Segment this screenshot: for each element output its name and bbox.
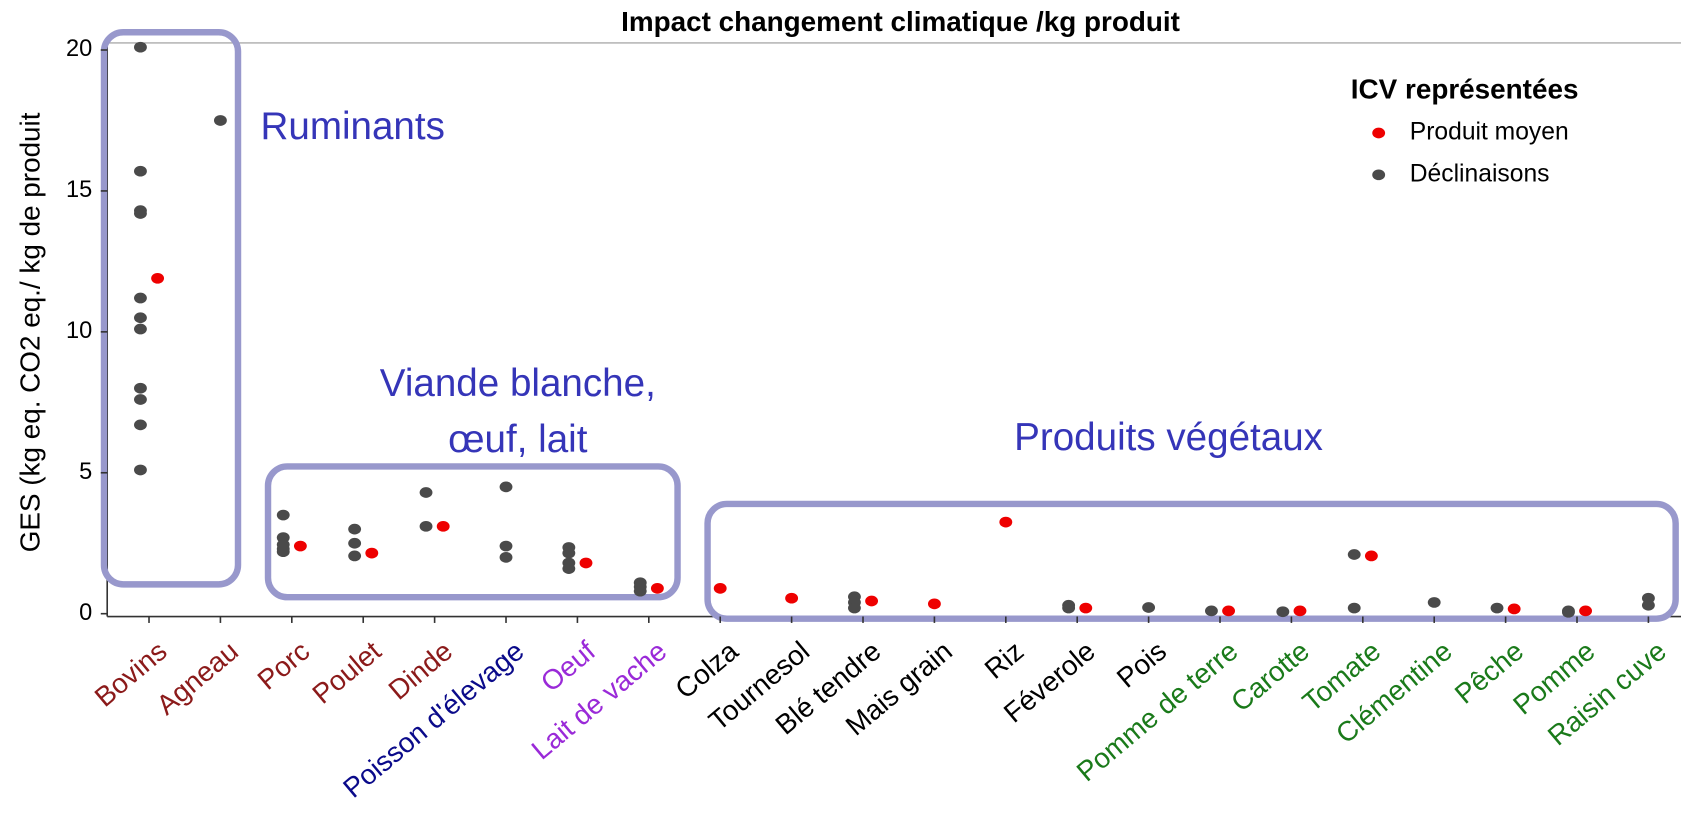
point	[1641, 599, 1655, 611]
point	[276, 509, 290, 521]
point	[927, 598, 941, 610]
point	[650, 582, 664, 594]
group-box	[704, 500, 1679, 622]
point	[848, 602, 861, 614]
x-tick-label: Lait de vache	[526, 635, 673, 765]
point	[276, 546, 290, 558]
y-tick-label: 5	[79, 458, 92, 484]
y-tick-label: 20	[66, 35, 92, 61]
point	[1276, 606, 1290, 618]
point	[1293, 605, 1307, 617]
x-tick-label: Agneau	[150, 635, 244, 720]
point	[1347, 549, 1361, 560]
point	[1142, 602, 1156, 613]
legend-label: Produit moyen	[1410, 119, 1569, 146]
point	[348, 523, 362, 535]
legend-marker	[1372, 127, 1386, 139]
point	[365, 547, 379, 559]
chart-title: Impact changement climatique /kg produit	[621, 6, 1180, 37]
legend-label: Déclinaisons	[1410, 160, 1550, 187]
point	[134, 208, 147, 219]
point	[134, 312, 147, 324]
y-tick-label: 0	[79, 599, 92, 625]
point	[348, 550, 362, 562]
annotation: Ruminants	[261, 105, 445, 148]
point	[151, 272, 165, 284]
x-tick-label: Carotte	[1225, 635, 1315, 717]
point	[1427, 597, 1441, 608]
point	[499, 540, 513, 552]
point	[633, 585, 647, 597]
group-box	[100, 29, 242, 588]
point	[293, 540, 307, 552]
point	[134, 394, 147, 405]
x-tick-label: Riz	[979, 635, 1030, 685]
point	[419, 487, 433, 498]
x-tick-label: Poulet	[306, 635, 387, 710]
point	[134, 419, 147, 431]
point	[213, 115, 227, 126]
y-axis-label: GES (kg eq. CO2 eq./ kg de produit	[15, 112, 46, 552]
point	[134, 323, 147, 335]
point	[1347, 602, 1361, 614]
point	[1222, 605, 1236, 617]
group-box	[264, 463, 681, 601]
point	[419, 520, 433, 532]
point	[562, 563, 576, 574]
annotation: Produits végétaux	[1014, 416, 1323, 459]
point	[562, 547, 576, 559]
point	[785, 592, 799, 604]
point	[1562, 606, 1575, 618]
point	[1490, 602, 1504, 614]
point	[436, 520, 450, 532]
point	[1079, 602, 1093, 614]
point	[579, 557, 593, 569]
legend-marker	[1372, 169, 1386, 181]
point	[865, 595, 879, 607]
y-tick-label: 10	[66, 317, 92, 343]
point	[134, 165, 147, 177]
point	[999, 516, 1013, 528]
point	[134, 292, 147, 304]
point	[713, 582, 727, 594]
y-tick-label: 15	[66, 176, 92, 202]
point	[1205, 605, 1218, 617]
annotation: Viande blanche,	[380, 362, 656, 405]
point	[1364, 550, 1378, 562]
point	[499, 481, 513, 493]
point	[348, 537, 362, 549]
point	[134, 382, 147, 394]
point	[1507, 603, 1521, 615]
point	[134, 41, 147, 53]
point	[1579, 605, 1593, 617]
legend-title: ICV représentées	[1351, 74, 1579, 105]
point	[134, 464, 147, 476]
point	[1062, 602, 1076, 614]
point	[499, 551, 513, 563]
annotation: œuf, lait	[448, 418, 588, 461]
